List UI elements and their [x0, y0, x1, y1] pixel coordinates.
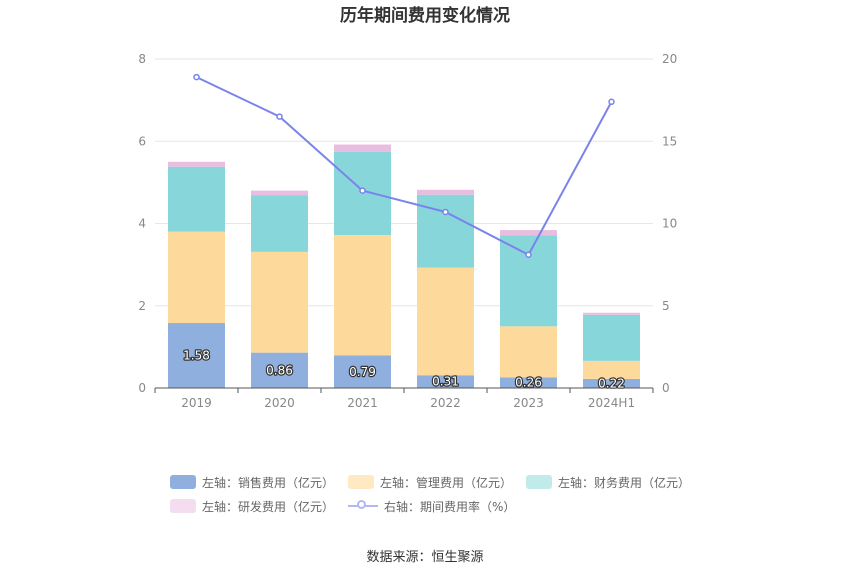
legend-swatch-sales — [170, 475, 196, 489]
bar-series — [168, 144, 640, 388]
legend-swatch-admin — [348, 475, 375, 489]
rate-point — [442, 208, 449, 216]
bar-data-label: 0.31 — [432, 375, 459, 389]
legend-item-sales[interactable]: 左轴：销售费用（亿元） — [170, 474, 334, 491]
bar-segment — [583, 378, 640, 388]
legend-item-rate[interactable]: 右轴：期间费用率（%） — [348, 498, 515, 515]
x-tick-label: 2022 — [430, 396, 461, 410]
bar-segment — [417, 189, 474, 195]
bar-segment — [417, 375, 474, 388]
legend-row-1: 左轴：销售费用（亿元） 左轴：管理费用（亿元） 左轴：财务费用（亿元） — [170, 470, 730, 494]
y-right-tick-label: 5 — [662, 299, 670, 313]
bar-segment — [583, 314, 640, 361]
bar-segment — [251, 251, 308, 353]
bar-segment — [168, 231, 225, 324]
legend-item-rnd[interactable]: 左轴：研发费用（亿元） — [170, 498, 334, 515]
x-tick-label: 2019 — [181, 396, 212, 410]
bar-segment — [251, 352, 308, 388]
legend: 左轴：销售费用（亿元） 左轴：管理费用（亿元） 左轴：财务费用（亿元） 左轴：研… — [170, 470, 730, 518]
y-right-tick-label: 10 — [662, 217, 677, 231]
rate-point — [276, 113, 283, 120]
bar-data-label: 0.86 — [266, 363, 293, 377]
x-tick-label: 2021 — [347, 396, 378, 410]
data-source: 数据来源：恒生聚源 — [366, 550, 484, 565]
grid-lines — [155, 58, 653, 307]
legend-label-rate: 右轴：期间费用率（%） — [384, 499, 516, 514]
bar-segment — [168, 166, 225, 232]
bar-segment — [500, 230, 557, 236]
bar-segment — [583, 360, 640, 379]
y-right-tick-label: 15 — [662, 134, 677, 148]
x-tick-label: 2023 — [513, 396, 544, 410]
x-tick-label: 2020 — [264, 396, 295, 410]
legend-swatch-finance — [526, 475, 553, 489]
legend-item-finance[interactable]: 左轴：财务费用（亿元） — [526, 474, 690, 491]
rate-point — [608, 98, 615, 106]
legend-line-icon — [348, 499, 379, 513]
y-right-tick-label: 20 — [662, 52, 677, 66]
bar-segment — [417, 194, 474, 268]
bar-segment — [334, 235, 391, 356]
bar-data-label: 0.26 — [515, 376, 542, 390]
y-left-tick-label: 8 — [138, 52, 146, 66]
legend-label-rnd: 左轴：研发费用（亿元） — [202, 499, 335, 514]
y-left-tick-label: 4 — [138, 217, 146, 231]
y-left-tick-label: 0 — [138, 381, 146, 395]
legend-swatch-rnd — [170, 499, 196, 513]
rate-line-series — [193, 73, 615, 259]
y-left-tick-label: 6 — [138, 134, 146, 148]
axes: 0 2 4 6 8 0 5 10 15 20 2019 2020 2021 2022 2023 2024H1 — [138, 52, 677, 410]
bar-segment — [583, 312, 640, 315]
legend-item-admin[interactable]: 左轴：管理费用（亿元） — [348, 474, 512, 491]
chart-canvas: 历年期间费用变化情况 1.580.86 0.790.31 0.26 0.22 0246… — [138, 5, 677, 410]
legend-label-finance: 左轴：财务费用（亿元） — [558, 475, 691, 490]
bar-data-label: 1.58 — [183, 349, 210, 363]
bar-segment — [168, 323, 225, 388]
bar-segment — [251, 190, 308, 196]
rate-point — [359, 187, 366, 194]
y-right-tick-label: 0 — [662, 381, 670, 395]
bar-segment — [500, 235, 557, 327]
legend-row-2: 左轴：研发费用（亿元） 右轴：期间费用率（%） — [170, 494, 730, 518]
bar-segment — [500, 326, 557, 378]
bar-segment — [500, 377, 557, 388]
bar-data-labels: 1.580.86 0.790.31 0.26 0.22 — [182, 347, 626, 391]
rate-point — [193, 73, 200, 81]
y-left-tick-label: 2 — [138, 299, 146, 313]
chart-title: 历年期间费用变化情况 — [340, 5, 510, 26]
bar-segment — [417, 267, 474, 376]
rate-line — [196, 76, 613, 257]
bar-segment — [168, 161, 225, 167]
legend-label-admin: 左轴：管理费用（亿元） — [380, 475, 513, 490]
bar-data-label: 0.79 — [349, 365, 376, 379]
bar-segment — [334, 144, 391, 152]
legend-label-sales: 左轴：销售费用（亿元） — [202, 475, 335, 490]
bar-segment — [251, 195, 308, 252]
rate-point — [525, 251, 532, 259]
bar-segment — [334, 355, 391, 388]
x-tick-label: 2024H1 — [588, 396, 635, 410]
